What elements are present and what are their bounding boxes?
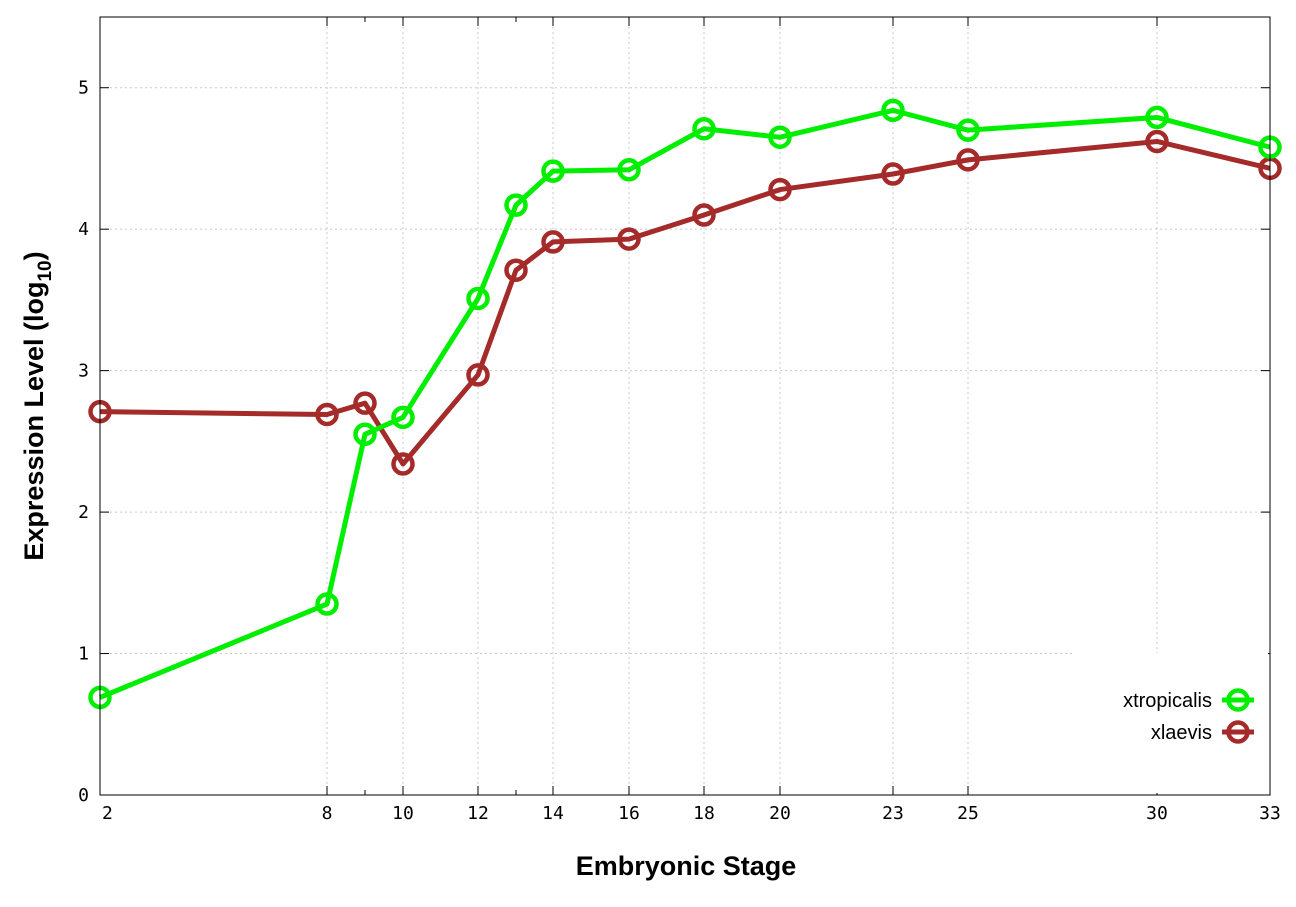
x-tick-label: 12: [467, 803, 489, 824]
y-tick-label: 3: [78, 361, 89, 382]
data-point-xlaevis: [692, 203, 716, 227]
data-point-xtropicalis: [541, 159, 565, 183]
data-point-xlaevis: [541, 230, 565, 254]
y-axis-title-main: Expression Level (log: [19, 282, 49, 561]
data-point-xtropicalis: [956, 118, 980, 142]
data-point-xtropicalis: [617, 158, 641, 182]
y-tick-label: 0: [78, 785, 89, 806]
data-point-xlaevis: [1145, 129, 1169, 154]
data-point-xlaevis: [768, 177, 792, 202]
x-tick-label: 10: [392, 803, 414, 824]
data-point-xlaevis: [881, 162, 905, 186]
x-tick-label: 18: [693, 803, 715, 824]
plot-frame: [99, 16, 1271, 796]
legend-marker: [1226, 688, 1250, 712]
x-tick-label: 30: [1146, 803, 1168, 824]
legend-marker: [1226, 720, 1250, 744]
data-point-xtropicalis: [391, 405, 415, 430]
y-tick-label: 4: [78, 219, 89, 240]
series-line-xlaevis: [99, 138, 1271, 467]
y-axis-title-subscript: 10: [35, 260, 56, 281]
data-point-xlaevis: [617, 227, 641, 251]
y-axis-title-close: ): [19, 251, 49, 260]
data-point-xtropicalis: [768, 125, 792, 149]
x-tick-label: 8: [322, 803, 333, 824]
y-tick-label: 1: [78, 644, 89, 665]
data-point-xtropicalis: [692, 116, 716, 141]
legend-label: xlaevis: [1151, 722, 1212, 744]
x-tick-label: 2: [102, 803, 113, 824]
series-line-xtropicalis: [99, 107, 1271, 700]
y-tick-label: 2: [78, 502, 89, 523]
legend: xtropicalis xlaevis: [1072, 653, 1268, 793]
data-point-xtropicalis: [315, 592, 339, 616]
data-point-xlaevis: [391, 452, 415, 476]
data-point-xlaevis: [466, 363, 490, 387]
y-axis-title: Expression Level (log10): [19, 251, 56, 560]
data-point-xlaevis: [504, 258, 528, 282]
data-point-xtropicalis: [1145, 105, 1169, 130]
x-axis-title: Embryonic Stage: [576, 851, 797, 881]
tick-marks: [99, 17, 1271, 796]
x-tick-label: 25: [957, 803, 979, 824]
data-point-xtropicalis: [504, 193, 528, 217]
y-tick-label: 5: [78, 78, 89, 99]
data-point-xtropicalis: [881, 98, 905, 123]
x-tick-label: 20: [769, 803, 791, 824]
x-tick-label: 33: [1259, 803, 1281, 824]
data-point-xlaevis: [315, 402, 339, 427]
data-point-xtropicalis: [353, 422, 377, 447]
legend-entry-xtropicalis: xtropicalis: [1123, 688, 1254, 712]
x-tick-label: 16: [618, 803, 640, 824]
data-point-xlaevis: [956, 148, 980, 172]
x-tick-label: 23: [882, 803, 904, 824]
data-point-xlaevis: [353, 391, 377, 415]
legend-label: xtropicalis: [1123, 690, 1212, 712]
series-xlaevis: [88, 129, 1282, 476]
legend-entry-xlaevis: xlaevis: [1151, 720, 1254, 744]
data-point-xtropicalis: [466, 286, 490, 311]
series-layer: [88, 98, 1282, 710]
x-tick-label: 14: [542, 803, 564, 824]
